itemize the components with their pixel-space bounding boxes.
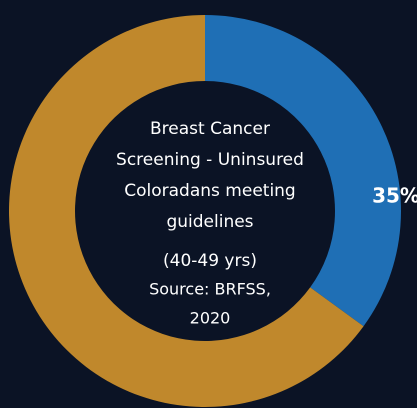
donut — [8, 15, 401, 407]
donut-segment — [205, 15, 401, 327]
value-label: 35% — [372, 184, 417, 208]
title-line: (40-49 yrs) — [163, 251, 257, 271]
title-line: Breast Cancer — [150, 119, 270, 139]
source-line: Source: BRFSS, — [149, 280, 271, 299]
title-line: guidelines — [166, 212, 253, 232]
title-line: Screening - Uninsured — [116, 150, 304, 170]
labels: 35% Breast Cancer Screening - Uninsured Col… — [116, 119, 417, 328]
source-line: 2020 — [190, 309, 231, 328]
title-line: Coloradans meeting — [124, 181, 295, 201]
donut-segment — [8, 15, 364, 407]
